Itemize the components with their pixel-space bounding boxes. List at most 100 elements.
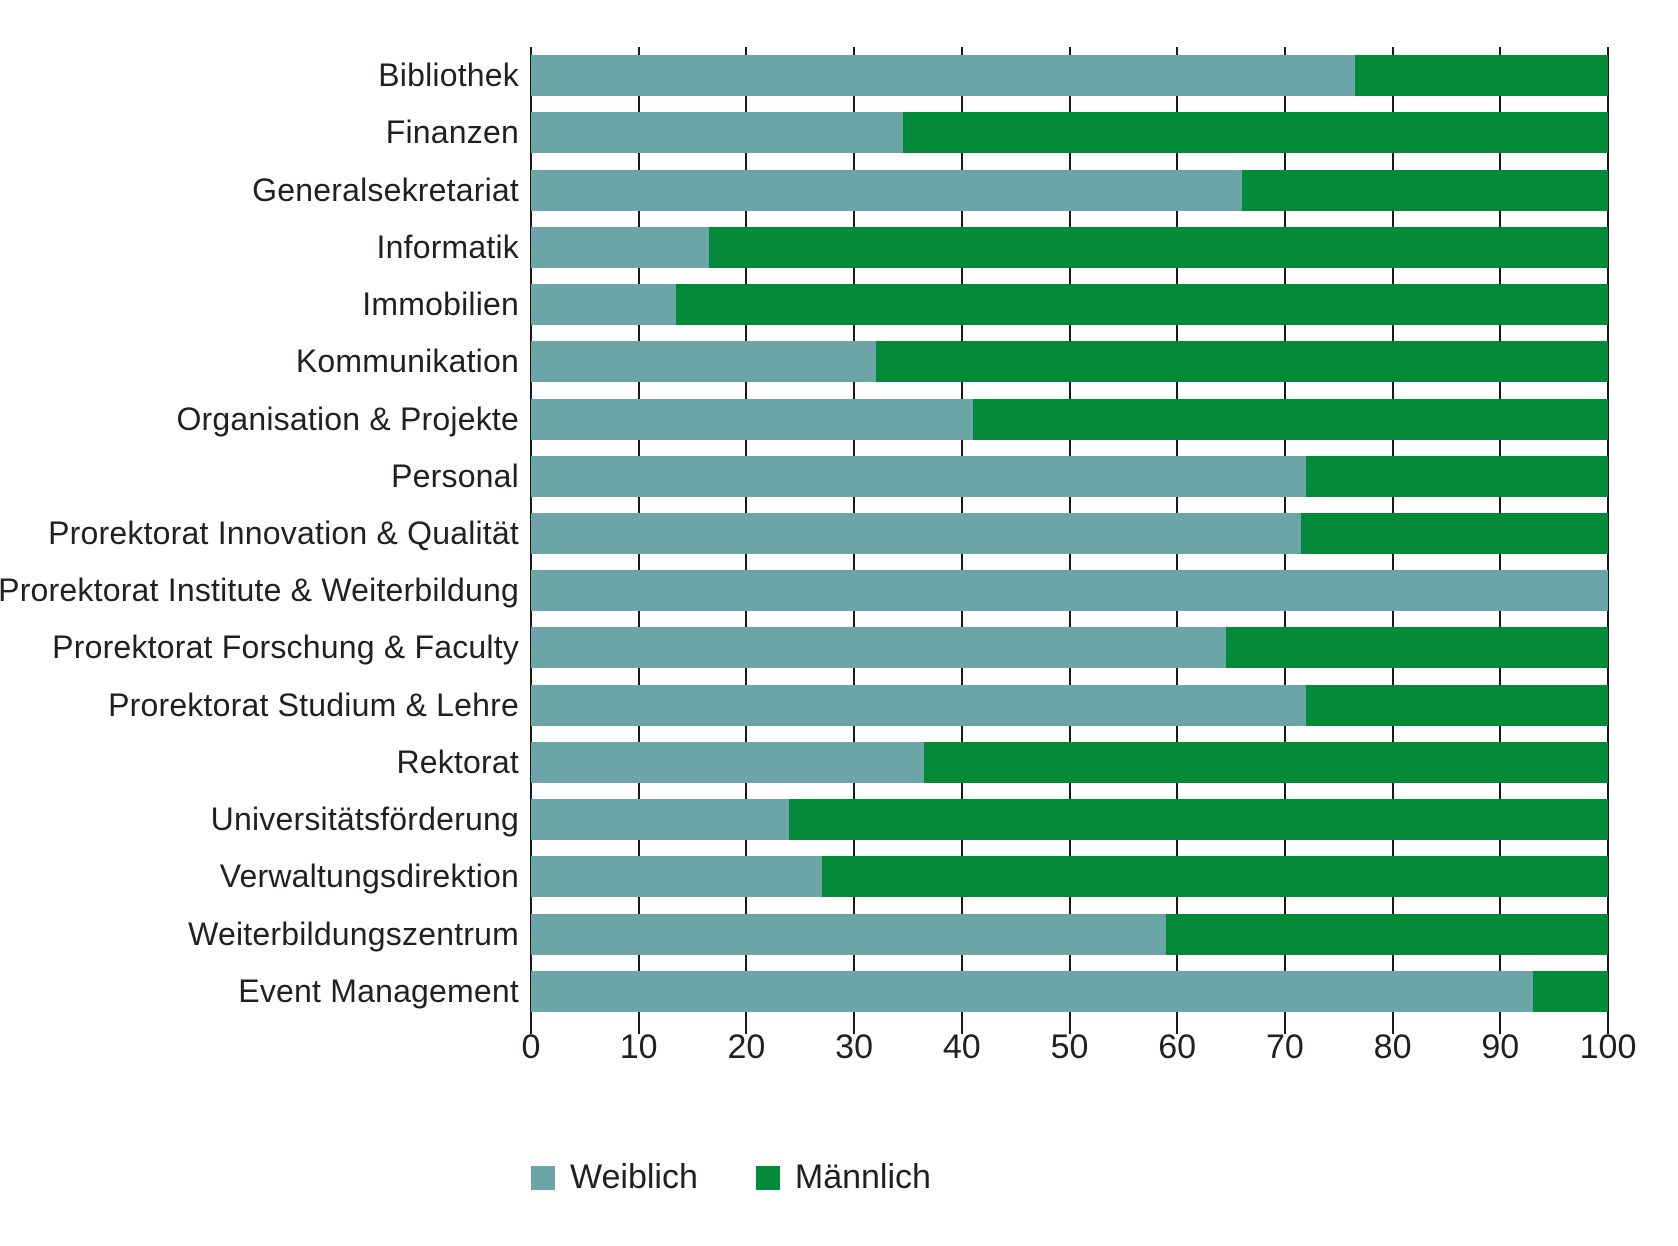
bar-row — [531, 505, 1608, 562]
axis-tick-label: 80 — [1373, 1028, 1412, 1066]
weiblich-bar-segment — [531, 112, 903, 154]
axis-tick — [853, 1020, 856, 1034]
stacked-bar — [531, 570, 1608, 612]
maennlich-bar-segment — [924, 741, 1608, 783]
category-labels: Bibliothek Finanzen Generalsekretariat Info… — [0, 47, 519, 1020]
bar-row — [531, 276, 1608, 333]
maennlich-bar-segment — [972, 398, 1608, 440]
stacked-bar — [531, 799, 1608, 841]
axis-tick — [1499, 1020, 1502, 1034]
maennlich-bar-segment — [1532, 970, 1608, 1012]
category-label: Verwaltungsdirektion — [219, 858, 519, 895]
maennlich-bar-segment — [1306, 455, 1608, 497]
category-label: Kommunikation — [295, 343, 519, 380]
category-label: Generalsekretariat — [252, 171, 519, 208]
axis-tick-label: 0 — [521, 1028, 541, 1066]
weiblich-bar-segment — [531, 55, 1355, 97]
axis-tick — [745, 1020, 748, 1034]
stacked-bar — [531, 341, 1608, 383]
weiblich-bar-segment — [531, 226, 709, 268]
category-label: Finanzen — [385, 114, 519, 151]
axis-tick-label: 60 — [1158, 1028, 1197, 1066]
category-label: Prorektorat Innovation & Qualität — [48, 514, 519, 551]
stacked-bar — [531, 398, 1608, 440]
category-label: Immobilien — [362, 286, 519, 323]
axis-tick-label: 100 — [1579, 1028, 1637, 1066]
weiblich-bar-segment — [531, 970, 1533, 1012]
bar-row — [531, 848, 1608, 905]
category-label: Weiterbildungszentrum — [188, 915, 519, 952]
bar-row — [531, 219, 1608, 276]
weiblich-bar-segment — [531, 169, 1242, 211]
stacked-bar — [531, 226, 1608, 268]
weiblich-bar-segment — [531, 512, 1302, 554]
axis-tick-label: 50 — [1050, 1028, 1089, 1066]
category-label: Universitätsförderung — [210, 801, 519, 838]
axis-tick — [637, 1020, 640, 1034]
maennlich-bar-segment — [789, 799, 1608, 841]
weiblich-bar-segment — [531, 856, 822, 898]
category-label: Prorektorat Studium & Lehre — [108, 686, 519, 723]
legend-item-weiblich: Weiblich — [531, 1158, 698, 1197]
weiblich-bar-segment — [531, 398, 973, 440]
category-label: Prorektorat Institute & Weiterbildung — [0, 572, 519, 609]
bar-row — [531, 734, 1608, 791]
axis-tick — [1283, 1020, 1286, 1034]
legend-label-weiblich: Weiblich — [570, 1158, 698, 1196]
weiblich-bar-segment — [531, 684, 1307, 726]
category-label: Rektorat — [396, 743, 519, 780]
bar-row — [531, 104, 1608, 161]
maennlich-bar-segment — [902, 112, 1608, 154]
bar-row — [531, 161, 1608, 218]
stacked-bar — [531, 455, 1608, 497]
axis-tick — [1607, 1020, 1609, 1034]
maennlich-bar-segment — [1225, 627, 1608, 669]
category-label: Event Management — [238, 972, 519, 1009]
axis-tick-label: 20 — [727, 1028, 766, 1066]
weiblich-bar-segment — [531, 570, 1608, 612]
stacked-bar — [531, 112, 1608, 154]
category-label: Organisation & Projekte — [176, 400, 519, 437]
stacked-bar — [531, 55, 1608, 97]
weiblich-bar-segment — [531, 284, 677, 326]
weiblich-bar-segment — [531, 799, 790, 841]
stacked-bar — [531, 169, 1608, 211]
axis-tick — [1176, 1020, 1179, 1034]
maennlich-bar-segment — [676, 284, 1608, 326]
maennlich-bar-segment — [1354, 55, 1608, 97]
x-axis-tick-labels: 0 10 20 30 40 50 60 70 80 90 100 — [522, 1028, 1637, 1070]
category-label: Bibliothek — [378, 57, 519, 94]
maennlich-bar-segment — [708, 226, 1608, 268]
legend: Weiblich Männlich — [531, 1158, 931, 1197]
axis-tick-label: 70 — [1265, 1028, 1304, 1066]
maennlich-bar-segment — [1241, 169, 1608, 211]
category-label: Informatik — [376, 228, 519, 265]
stacked-bar — [531, 627, 1608, 669]
axis-tick — [960, 1020, 963, 1034]
bar-row — [531, 791, 1608, 848]
stacked-bar — [531, 913, 1608, 955]
maennlich-bar-segment — [821, 856, 1608, 898]
stacked-bar — [531, 741, 1608, 783]
weiblich-bar-segment — [531, 341, 876, 383]
stacked-bar — [531, 512, 1608, 554]
bar-row — [531, 448, 1608, 505]
weiblich-bar-segment — [531, 913, 1167, 955]
plot-area — [530, 47, 1609, 1020]
weiblich-bar-segment — [531, 741, 925, 783]
maennlich-bar-segment — [875, 341, 1608, 383]
axis-tick — [1068, 1020, 1071, 1034]
weiblich-swatch-icon — [531, 1165, 555, 1190]
bar-row — [531, 619, 1608, 676]
stacked-bar — [531, 970, 1608, 1012]
category-label: Personal — [391, 457, 519, 494]
axis-tick-label: 90 — [1481, 1028, 1520, 1066]
maennlich-bar-segment — [1301, 512, 1608, 554]
maennlich-bar-segment — [1306, 684, 1608, 726]
category-label: Prorektorat Forschung & Faculty — [52, 629, 519, 666]
axis-tick-label: 30 — [835, 1028, 874, 1066]
bar-row — [531, 333, 1608, 390]
axis-tick-label: 10 — [619, 1028, 658, 1066]
axis-tick — [1391, 1020, 1394, 1034]
